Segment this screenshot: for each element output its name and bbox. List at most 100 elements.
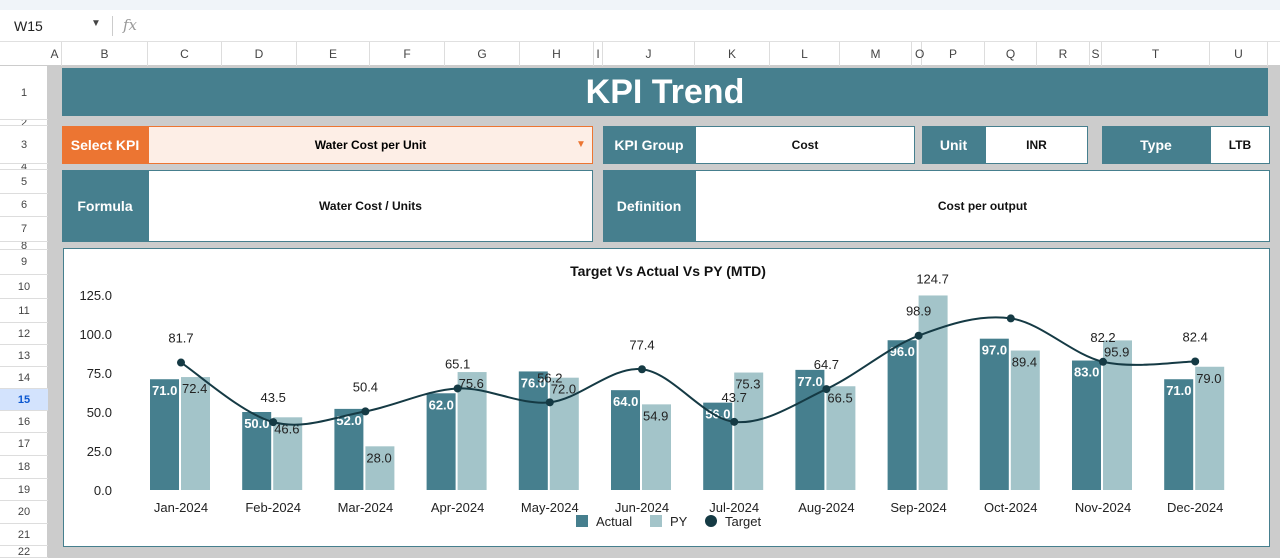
row-headers: 1 2 3 4 5 6 7 8 9 10 11 12 13 14 15 16 17 18 19 20 21 22: [0, 66, 48, 558]
actual-data-label: 56.0: [705, 407, 730, 422]
actual-bar: [242, 412, 272, 490]
y-tick-label: 0.0: [94, 483, 112, 498]
target-data-label: 50.4: [353, 379, 378, 394]
row-header[interactable]: 12: [0, 323, 48, 345]
column-header[interactable]: H: [520, 42, 594, 66]
legend-actual-swatch: [576, 515, 588, 527]
legend-target-marker: [705, 515, 717, 527]
target-point: [914, 331, 923, 340]
legend-py-swatch: [650, 515, 662, 527]
row-header[interactable]: 17: [0, 433, 48, 456]
row-header[interactable]: 10: [0, 275, 48, 299]
actual-data-label: 96.0: [890, 344, 915, 359]
column-header[interactable]: A: [48, 42, 62, 66]
actual-bar: [518, 371, 548, 490]
column-header[interactable]: L: [770, 42, 840, 66]
row-header[interactable]: 15: [0, 389, 48, 411]
row-header[interactable]: 21: [0, 524, 48, 546]
row-header[interactable]: 6: [0, 194, 48, 217]
row-header[interactable]: 18: [0, 456, 48, 479]
column-header[interactable]: O: [915, 42, 924, 66]
column-header[interactable]: J: [603, 42, 695, 66]
target-point: [453, 384, 462, 393]
py-bar: [642, 404, 671, 490]
py-bar: [1195, 366, 1225, 490]
target-line: [180, 316, 1196, 426]
py-data-label: 54.9: [643, 408, 668, 423]
py-bar: [549, 377, 579, 490]
y-tick-label: 75.0: [87, 366, 112, 381]
row-header[interactable]: 5: [0, 170, 48, 194]
actual-data-label: 50.0: [244, 416, 269, 431]
column-header[interactable]: B: [62, 42, 148, 66]
column-header[interactable]: E: [297, 42, 370, 66]
target-point: [730, 417, 739, 426]
target-point: [269, 418, 278, 427]
column-header[interactable]: Q: [985, 42, 1037, 66]
name-box[interactable]: W15: [14, 18, 43, 34]
row-header[interactable]: 11: [0, 299, 48, 323]
target-data-label: 81.7: [168, 331, 193, 346]
target-data-label: 82.4: [1183, 329, 1208, 344]
actual-data-label: 97.0: [982, 343, 1007, 358]
actual-bar: [611, 390, 640, 490]
unit-value: INR: [985, 126, 1088, 164]
py-data-label: 79.0: [1196, 371, 1221, 386]
y-tick-label: 25.0: [87, 444, 112, 459]
py-data-label: 72.0: [551, 382, 576, 397]
row-header[interactable]: 4: [0, 164, 48, 170]
actual-bar: [334, 408, 364, 490]
column-header[interactable]: C: [148, 42, 222, 66]
py-data-label: 28.0: [366, 450, 391, 465]
py-data-label: 124.7: [916, 271, 949, 286]
name-box-dropdown-icon[interactable]: ▼: [91, 18, 101, 29]
target-data-label: 77.4: [629, 337, 654, 352]
row-header[interactable]: 9: [0, 250, 48, 275]
column-header[interactable]: U: [1210, 42, 1268, 66]
row-header[interactable]: 7: [0, 217, 48, 242]
actual-data-label: 71.0: [1166, 383, 1191, 398]
x-tick-label: Mar-2024: [338, 500, 394, 515]
actual-data-label: 77.0: [797, 374, 822, 389]
select-kpi-dropdown[interactable]: Water Cost per Unit: [148, 126, 593, 164]
row-header[interactable]: 16: [0, 411, 48, 433]
row-header[interactable]: 19: [0, 479, 48, 501]
column-header[interactable]: R: [1037, 42, 1090, 66]
column-header[interactable]: I: [594, 42, 603, 66]
row-header[interactable]: 2: [0, 120, 48, 126]
column-header[interactable]: D: [222, 42, 297, 66]
type-value: LTB: [1210, 126, 1270, 164]
column-header[interactable]: T: [1102, 42, 1210, 66]
target-point: [638, 365, 646, 374]
target-data-label: 43.5: [261, 390, 286, 405]
divider: [112, 16, 113, 36]
row-header[interactable]: 3: [0, 126, 48, 164]
row-header[interactable]: 13: [0, 345, 48, 367]
dropdown-arrow-icon[interactable]: ▼: [576, 139, 586, 150]
column-header[interactable]: F: [370, 42, 445, 66]
row-header[interactable]: 1: [0, 66, 48, 120]
py-data-label: 95.9: [1104, 344, 1129, 359]
x-tick-label: Jun-2024: [615, 500, 669, 515]
column-header[interactable]: S: [1090, 42, 1102, 66]
fx-icon: fx: [123, 16, 138, 34]
y-tick-label: 50.0: [87, 405, 112, 420]
definition-label: Definition: [603, 170, 695, 242]
y-tick-label: 100.0: [79, 327, 112, 342]
formula-label: Formula: [62, 170, 148, 242]
row-header[interactable]: 14: [0, 367, 48, 389]
column-header[interactable]: M: [840, 42, 912, 66]
kpi-trend-chart[interactable]: Target Vs Actual Vs PY (MTD) 0.0 25.0 50.0…: [63, 248, 1270, 547]
column-header[interactable]: G: [445, 42, 520, 66]
actual-data-label: 76.0: [521, 375, 546, 390]
column-header[interactable]: K: [695, 42, 770, 66]
target-data-label: 56.2: [537, 370, 562, 385]
row-header[interactable]: 8: [0, 242, 48, 250]
legend-actual-label: Actual: [596, 514, 632, 529]
row-header[interactable]: 20: [0, 501, 48, 524]
column-header[interactable]: P: [922, 42, 985, 66]
row-header[interactable]: 22: [0, 546, 48, 558]
actual-data-label: 83.0: [1074, 365, 1099, 380]
formula-bar: [0, 10, 1280, 42]
